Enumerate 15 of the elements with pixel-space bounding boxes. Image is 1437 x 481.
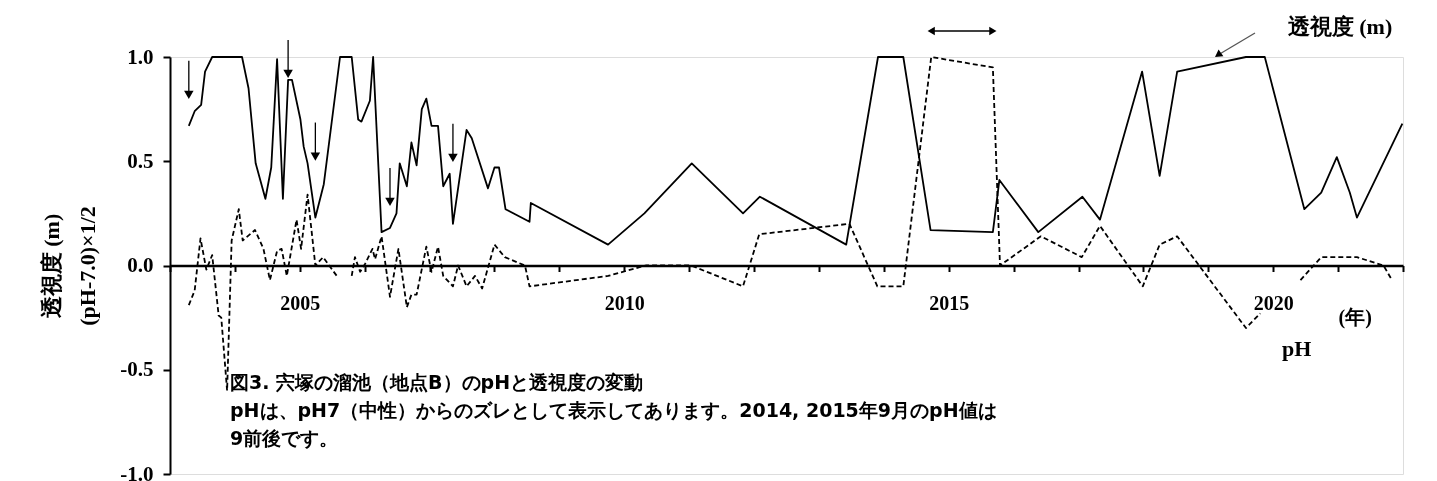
x-tick-label: 2015	[929, 292, 970, 314]
series-label: 透視度 (m)	[1287, 14, 1393, 39]
x-axis-title: (年)	[1338, 306, 1372, 329]
x-tick-label: 2005	[280, 292, 321, 314]
y-tick-label: -0.5	[120, 357, 154, 382]
y-tick-label: -1.0	[120, 461, 154, 481]
series-label: pH	[1282, 336, 1312, 361]
y-tick-label: 0.0	[127, 253, 154, 277]
annotation: pHは、pH7（中性）からのズレとして表示してあります。2014, 2015年9月のpH値は9前後です。	[230, 399, 997, 449]
x-tick-label: 2010	[604, 292, 645, 314]
y-tick-label: 1.0	[127, 44, 154, 69]
y-tick-label: 0.5	[127, 148, 154, 173]
annotation: 図3. 宍塚の溜池（地点B）のpHと透視度の変動	[230, 371, 644, 393]
y-axis-title: 透視度 (m) (pH-7.0)×1/2	[39, 206, 101, 326]
x-tick-label: 2020	[1253, 292, 1294, 314]
